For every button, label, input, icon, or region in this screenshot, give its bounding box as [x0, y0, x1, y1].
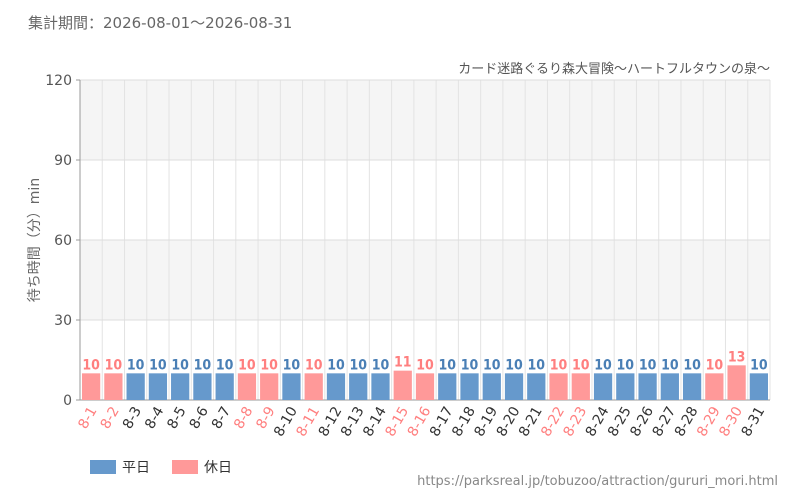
x-tick-label-8-8: 8-8 — [231, 404, 256, 432]
bar-8-4 — [148, 373, 168, 400]
bar-8-10 — [282, 373, 301, 400]
bar-8-20 — [504, 373, 524, 400]
x-tick-label-8-4: 8-4 — [142, 404, 167, 432]
data-label-8-3: 10 — [127, 357, 145, 373]
bar-8-9 — [260, 373, 279, 400]
data-label-8-21: 10 — [528, 357, 546, 373]
bar-8-14 — [371, 373, 390, 400]
data-label-8-26: 10 — [639, 357, 657, 373]
bar-8-8 — [237, 373, 257, 400]
x-tick-label-8-5: 8-5 — [164, 404, 189, 432]
source-url[interactable]: https://parksreal.jp/tobuzoo/attraction/… — [417, 474, 778, 489]
data-label-8-11: 10 — [305, 357, 323, 373]
data-label-8-8: 10 — [238, 357, 256, 373]
chart-title: カード迷路ぐるり森大冒険～ハートフルタウンの泉～ — [458, 62, 770, 77]
data-label-8-30: 13 — [728, 349, 746, 365]
bar-8-30 — [727, 365, 746, 400]
x-tick-label-8-7: 8-7 — [209, 404, 234, 432]
bar-8-11 — [304, 373, 323, 400]
data-label-8-24: 10 — [594, 357, 612, 373]
plot-band — [80, 80, 770, 160]
bar-8-5 — [171, 373, 190, 400]
legend-label-weekday: 平日 — [122, 460, 150, 476]
legend-swatch-holiday — [172, 460, 198, 474]
data-label-8-5: 10 — [171, 357, 189, 373]
bar-8-2 — [104, 373, 123, 400]
data-label-8-1: 10 — [82, 357, 100, 373]
data-label-8-29: 10 — [706, 357, 724, 373]
bar-8-7 — [215, 373, 234, 400]
bar-8-29 — [705, 373, 724, 400]
plot-band — [80, 240, 770, 320]
data-label-8-12: 10 — [327, 357, 345, 373]
bar-8-31 — [749, 373, 768, 400]
x-tick-label-8-3: 8-3 — [120, 404, 145, 432]
data-label-8-20: 10 — [505, 357, 523, 373]
bar-8-3 — [126, 373, 145, 400]
bar-8-6 — [193, 373, 212, 400]
x-tick-label-8-6: 8-6 — [187, 404, 212, 432]
bar-8-19 — [482, 373, 501, 400]
data-label-8-9: 10 — [260, 357, 278, 373]
y-tick-label: 60 — [54, 233, 72, 249]
data-label-8-27: 10 — [661, 357, 679, 373]
plot-band — [80, 160, 770, 240]
bar-8-24 — [593, 373, 613, 400]
x-tick-label-8-1: 8-1 — [75, 404, 100, 432]
data-label-8-4: 10 — [149, 357, 167, 373]
data-label-8-25: 10 — [617, 357, 635, 373]
data-label-8-7: 10 — [216, 357, 234, 373]
bar-8-12 — [326, 373, 346, 400]
bar-8-15 — [393, 370, 412, 400]
data-label-8-2: 10 — [105, 357, 123, 373]
legend-swatch-weekday — [90, 460, 116, 474]
legend-label-holiday: 休日 — [204, 460, 232, 476]
x-tick-label-8-31: 8-31 — [739, 404, 769, 440]
data-label-8-10: 10 — [283, 357, 301, 373]
legend-item-holiday[interactable]: 休日 — [172, 457, 232, 477]
data-label-8-13: 10 — [349, 357, 367, 373]
bar-8-16 — [415, 373, 435, 400]
data-label-8-17: 10 — [438, 357, 456, 373]
bar-8-26 — [638, 373, 657, 400]
y-tick-label: 0 — [63, 393, 72, 409]
data-label-8-28: 10 — [683, 357, 701, 373]
bar-8-17 — [438, 373, 457, 400]
bar-8-25 — [616, 373, 635, 400]
data-label-8-22: 10 — [550, 357, 568, 373]
bar-8-27 — [660, 373, 679, 400]
y-tick-label: 30 — [54, 313, 72, 329]
data-label-8-23: 10 — [572, 357, 590, 373]
legend: 平日 休日 — [90, 457, 254, 477]
bar-8-13 — [349, 373, 368, 400]
data-label-8-19: 10 — [483, 357, 501, 373]
legend-item-weekday[interactable]: 平日 — [90, 457, 150, 477]
data-label-8-16: 10 — [416, 357, 434, 373]
bar-8-18 — [460, 373, 479, 400]
collection-period: 集計期間：2026-08-01～2026-08-31 — [28, 14, 293, 32]
x-tick-label-8-2: 8-2 — [98, 404, 123, 432]
data-label-8-6: 10 — [194, 357, 212, 373]
bar-8-22 — [549, 373, 568, 400]
y-tick-label: 120 — [45, 73, 72, 89]
data-label-8-14: 10 — [372, 357, 390, 373]
data-label-8-18: 10 — [461, 357, 479, 373]
bar-8-1 — [82, 373, 101, 400]
data-label-8-15: 11 — [394, 355, 412, 371]
data-label-8-31: 10 — [750, 357, 768, 373]
bar-8-28 — [682, 373, 702, 400]
y-tick-label: 90 — [54, 153, 72, 169]
bar-8-23 — [571, 373, 590, 400]
bar-8-21 — [527, 373, 546, 400]
